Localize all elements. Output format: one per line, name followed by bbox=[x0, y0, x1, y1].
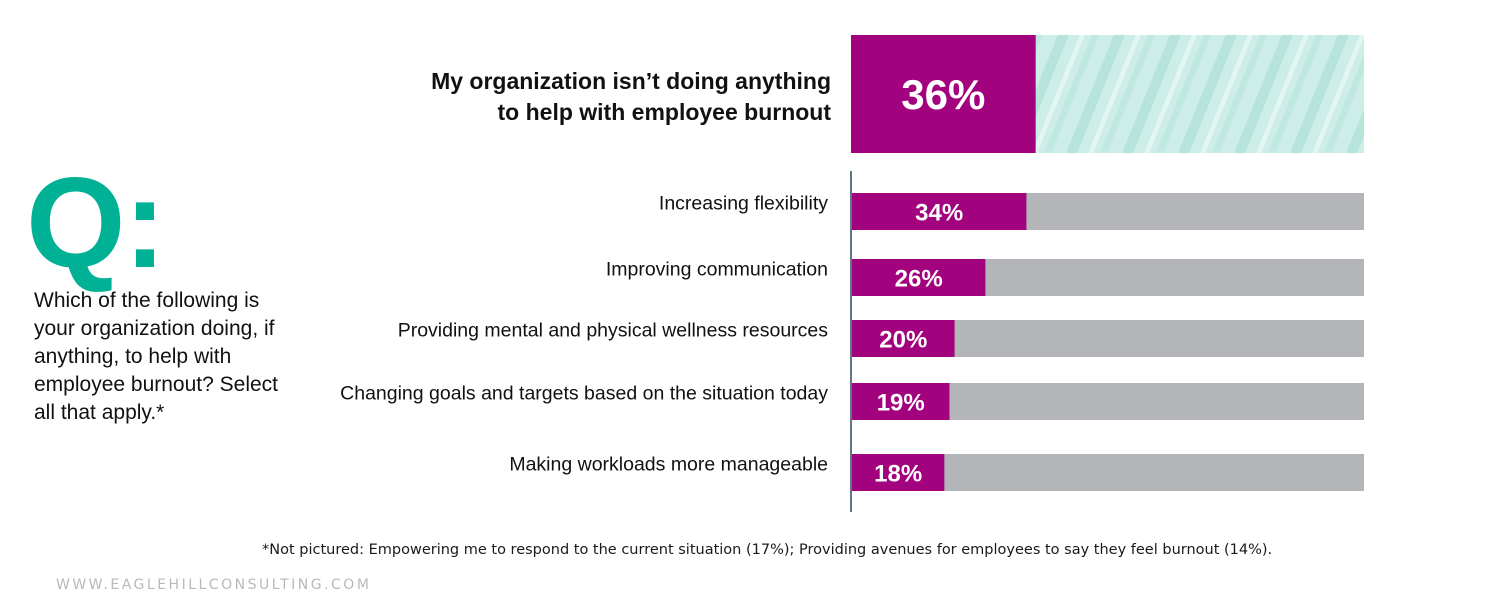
bar-chart: 36% My organization isn’t doing anything t… bbox=[340, 35, 1364, 512]
website-url: WWW.EAGLEHILLCONSULTING.COM bbox=[56, 577, 372, 593]
bar-category-label: Changing goals and targets based on the … bbox=[340, 383, 828, 405]
bar-value-label: 18% bbox=[874, 461, 922, 488]
bar bbox=[852, 383, 950, 420]
bar-category-label: Improving communication bbox=[606, 259, 828, 281]
bar-category-label: Making workloads more manageable bbox=[509, 454, 828, 476]
highlight-value-label: 36% bbox=[901, 71, 985, 118]
q-mark: Q: bbox=[26, 152, 166, 295]
bar-value-label: 19% bbox=[877, 390, 925, 417]
highlight-category-label: My organization isn’t doing anything bbox=[431, 68, 831, 94]
bar-category-label: Providing mental and physical wellness r… bbox=[398, 320, 829, 342]
question-text: Which of the following is your organizat… bbox=[34, 289, 278, 424]
highlight-category-label: to help with employee burnout bbox=[498, 99, 832, 125]
bar-category-label: Increasing flexibility bbox=[659, 193, 828, 215]
bar-value-label: 26% bbox=[895, 266, 943, 293]
highlight-bar bbox=[851, 35, 1036, 153]
footnote: *Not pictured: Empowering me to respond … bbox=[262, 542, 1273, 558]
bar-value-label: 20% bbox=[879, 327, 927, 354]
bar bbox=[852, 193, 1027, 230]
bar bbox=[852, 454, 945, 491]
bar bbox=[852, 259, 986, 296]
bar-value-label: 34% bbox=[915, 200, 963, 227]
bar bbox=[852, 320, 955, 357]
